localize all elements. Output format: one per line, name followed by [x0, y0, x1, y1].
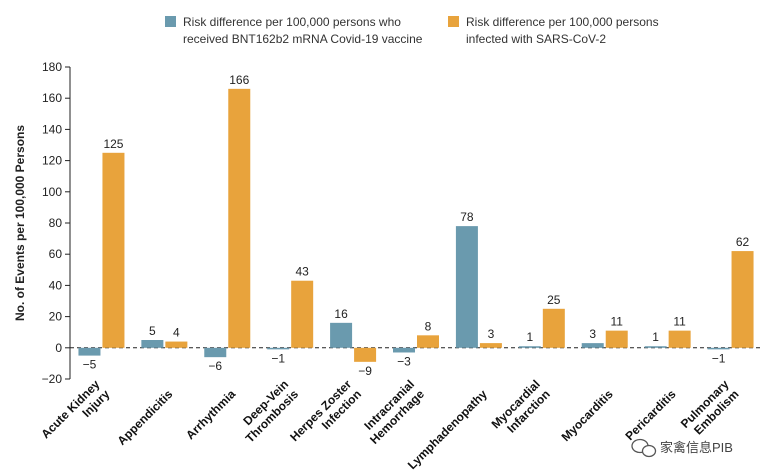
- y-tick-label: 160: [42, 91, 62, 105]
- bar-series-2: [291, 280, 314, 348]
- bar-series-1: [330, 322, 353, 348]
- data-label: 11: [673, 315, 686, 329]
- bar-series-1: [707, 347, 730, 350]
- y-tick-label: 0: [55, 341, 62, 355]
- data-label: 1: [526, 330, 533, 344]
- bar-series-1: [204, 347, 227, 358]
- y-tick-label: 140: [42, 122, 62, 136]
- bar-series-1: [581, 343, 604, 348]
- legend-entry: Risk difference per 100,000 persons who: [183, 15, 401, 29]
- bar-series-2: [668, 330, 691, 348]
- data-label: 4: [173, 326, 180, 340]
- category-label: Myocarditis: [559, 387, 616, 444]
- data-label: 5: [149, 324, 156, 338]
- data-label: 1: [652, 330, 659, 344]
- category-label: Appendicitis: [114, 387, 175, 448]
- watermark-text: 家禽信息PIB: [660, 440, 733, 455]
- bar-series-2: [542, 308, 565, 348]
- bar-series-2: [479, 343, 502, 348]
- bar-series-1: [267, 347, 290, 350]
- y-axis-label: No. of Events per 100,000 Persons: [13, 125, 27, 321]
- y-tick-label: 40: [49, 278, 63, 292]
- wechat-icon: [631, 438, 657, 458]
- data-label: 25: [547, 293, 561, 307]
- legend-swatch: [165, 16, 176, 27]
- data-label: 11: [610, 315, 623, 329]
- data-label: −1: [271, 351, 285, 365]
- bar-series-1: [455, 226, 478, 348]
- bar-series-1: [78, 347, 101, 356]
- data-label: 16: [334, 307, 348, 321]
- y-tick-label: 180: [42, 60, 62, 74]
- data-label: 43: [296, 265, 310, 279]
- bar-series-2: [354, 347, 377, 362]
- data-label: 8: [425, 319, 432, 333]
- watermark: 家禽信息PIB: [631, 438, 733, 458]
- legend-swatch: [448, 16, 459, 27]
- data-label: 78: [460, 210, 474, 224]
- data-label: −9: [358, 364, 372, 378]
- category-label-line: Arrhythmia: [183, 387, 238, 442]
- bar-series-2: [731, 251, 754, 348]
- bar-series-1: [518, 346, 541, 348]
- y-tick-label: 100: [42, 185, 62, 199]
- y-tick-label: 120: [42, 154, 62, 168]
- data-label: −3: [397, 354, 411, 368]
- category-label-line: Pericarditis: [622, 387, 678, 443]
- data-label: 62: [736, 235, 750, 249]
- data-label: 166: [229, 73, 249, 87]
- y-axis: −20 0 20 40 60 80 100 120 140 160 180 No. of Events…: [13, 60, 762, 386]
- data-label: −6: [208, 359, 222, 373]
- bar-series-2: [417, 335, 439, 348]
- y-tick-label: 80: [49, 216, 63, 230]
- data-label: 125: [103, 137, 123, 151]
- category-label: Arrhythmia: [183, 387, 238, 442]
- category-label: Pericarditis: [622, 387, 678, 443]
- bar-series-2: [102, 152, 125, 348]
- legend-entry: received BNT162b2 mRNA Covid-19 vaccine: [183, 32, 423, 46]
- category-label-line: Appendicitis: [114, 387, 175, 448]
- bar-series-2: [228, 88, 251, 348]
- bar-series-1: [141, 340, 164, 348]
- category-label-line: Myocarditis: [559, 387, 616, 444]
- y-tick-label: −20: [42, 372, 63, 386]
- bar-series-2: [165, 341, 188, 348]
- bar-series-1: [393, 347, 415, 353]
- legend-entry: infected with SARS-CoV-2: [466, 32, 606, 46]
- y-tick-label: 60: [49, 247, 63, 261]
- legend-entry: Risk difference per 100,000 persons: [466, 15, 659, 29]
- legend: Risk difference per 100,000 persons who r…: [165, 15, 659, 46]
- y-tick-label: 20: [49, 310, 63, 324]
- bar-series-1: [644, 346, 667, 348]
- bars: −5 5 −6 −1 16 −3 78 1 3 1 −1 125 4 166 43 −9 8 3 25 11 11 62: [78, 73, 754, 378]
- data-label: −5: [83, 358, 97, 372]
- bar-series-2: [605, 330, 628, 348]
- data-label: 3: [488, 327, 495, 341]
- data-label: −1: [712, 351, 726, 365]
- data-label: 3: [589, 327, 596, 341]
